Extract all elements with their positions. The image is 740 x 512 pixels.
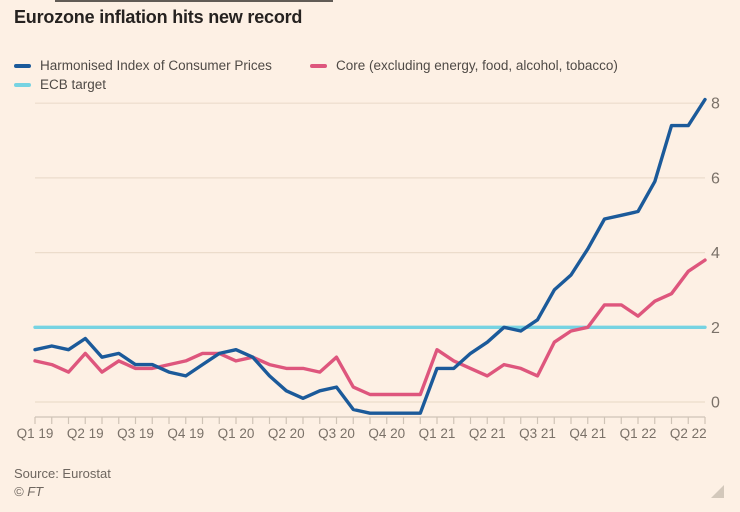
y-axis-label: 4 bbox=[711, 245, 720, 262]
y-axis-label: 0 bbox=[711, 395, 720, 412]
legend-row-1: Harmonised Index of Consumer Prices Core… bbox=[14, 56, 618, 75]
x-axis-label: Q4 19 bbox=[167, 426, 204, 441]
copyright-note: © FT bbox=[14, 484, 44, 499]
legend-label-core: Core (excluding energy, food, alcohol, t… bbox=[336, 58, 618, 73]
y-axis-label: 2 bbox=[711, 320, 720, 337]
x-axis-label: Q1 20 bbox=[218, 426, 255, 441]
x-axis-label: Q3 19 bbox=[117, 426, 154, 441]
legend-label-ecb: ECB target bbox=[40, 77, 107, 92]
source-note: Source: Eurostat bbox=[14, 466, 111, 481]
x-axis-label: Q2 22 bbox=[670, 426, 707, 441]
legend-item-core: Core (excluding energy, food, alcohol, t… bbox=[310, 58, 618, 73]
x-axis-label: Q4 20 bbox=[368, 426, 405, 441]
legend-item-hicp: Harmonised Index of Consumer Prices bbox=[14, 58, 310, 73]
y-axis-label: 6 bbox=[711, 170, 720, 187]
legend-item-ecb: ECB target bbox=[14, 77, 106, 92]
ecb-swatch-icon bbox=[14, 82, 31, 87]
x-axis-label: Q3 21 bbox=[519, 426, 556, 441]
core-series-line bbox=[33, 258, 707, 397]
x-axis-label: Q1 22 bbox=[620, 426, 657, 441]
legend: Harmonised Index of Consumer Prices Core… bbox=[14, 56, 618, 94]
legend-label-hicp: Harmonised Index of Consumer Prices bbox=[40, 58, 272, 73]
inflation-line-chart: 0 2 4 6 8 Q1 19 Q2 19 Q3 19 Q4 19 Q1 20 Q2 20 Q3 20… bbox=[17, 96, 720, 441]
x-axis-label: Q3 20 bbox=[318, 426, 355, 441]
x-axis-label: Q1 19 bbox=[17, 426, 54, 441]
legend-row-2: ECB target bbox=[14, 75, 618, 94]
window-edge-artifact bbox=[55, 0, 333, 2]
core-swatch-icon bbox=[310, 63, 327, 68]
chart-title: Eurozone inflation hits new record bbox=[14, 7, 303, 27]
y-axis-label: 8 bbox=[711, 96, 720, 113]
resize-handle-icon bbox=[711, 485, 724, 498]
x-axis-label: Q2 21 bbox=[469, 426, 506, 441]
hicp-series-line bbox=[33, 97, 707, 415]
x-axis-label: Q4 21 bbox=[569, 426, 606, 441]
hicp-swatch-icon bbox=[14, 63, 31, 68]
x-axis-label: Q1 21 bbox=[419, 426, 456, 441]
x-axis-label: Q2 19 bbox=[67, 426, 104, 441]
x-axis-label: Q2 20 bbox=[268, 426, 305, 441]
